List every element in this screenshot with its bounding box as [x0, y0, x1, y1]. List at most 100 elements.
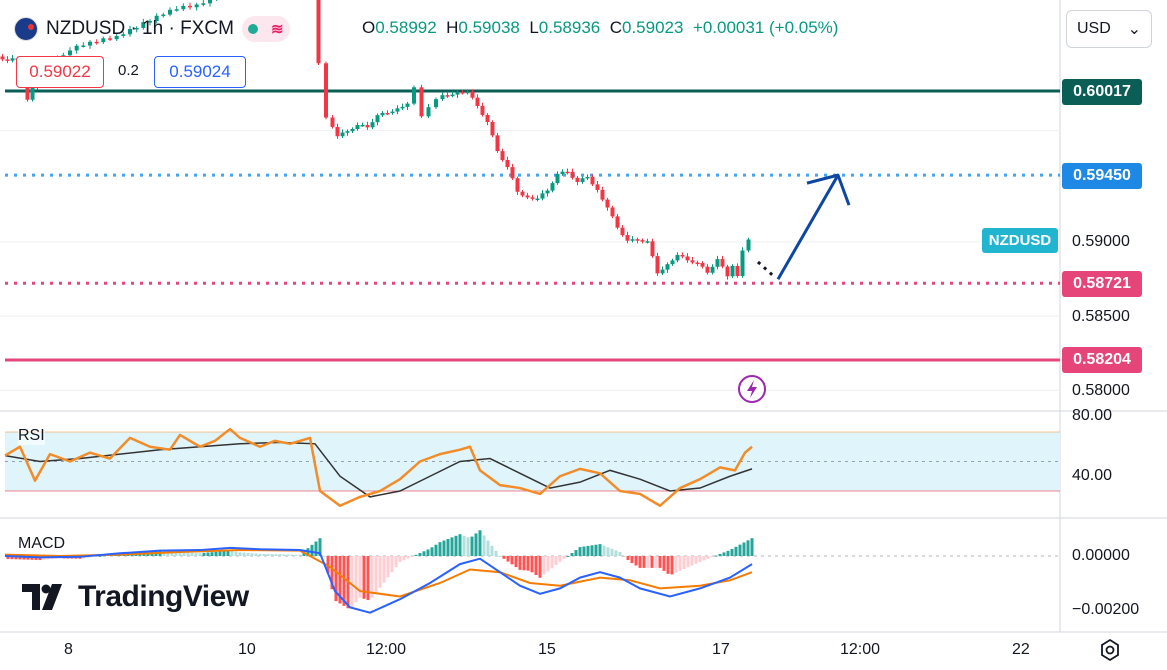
macd-histogram-bar	[542, 556, 546, 575]
candle-body	[635, 239, 640, 241]
macd-histogram-bar	[202, 552, 206, 556]
candle-body	[575, 177, 580, 182]
candle-body	[455, 92, 460, 95]
macd-histogram-bar	[14, 556, 18, 560]
macd-histogram-bar	[726, 550, 730, 556]
candle-body	[154, 15, 159, 22]
macd-histogram-bar	[502, 556, 506, 559]
candle-body	[426, 107, 431, 117]
macd-histogram-bar	[94, 556, 98, 557]
candle-body	[114, 35, 119, 40]
macd-histogram-bar	[294, 554, 298, 556]
macd-histogram-bar	[422, 551, 426, 556]
chevron-down-icon: ⌄	[1127, 21, 1141, 38]
macd-histogram-bar	[266, 554, 270, 556]
macd-histogram-bar	[206, 552, 210, 556]
macd-histogram-bar	[286, 554, 290, 556]
candle-body	[660, 269, 665, 274]
macd-histogram-bar	[210, 552, 214, 556]
last-price-symbol-tag: NZDUSD	[982, 228, 1058, 253]
rsi-label[interactable]: RSI	[18, 427, 45, 445]
x-tick-label: 12:00	[366, 641, 407, 658]
candle-body	[705, 266, 710, 273]
lightning-event-icon[interactable]	[737, 374, 767, 404]
candle-body	[690, 260, 695, 263]
macd-histogram-bar	[666, 556, 670, 574]
macd-histogram-bar	[602, 545, 606, 556]
settings-gear-icon[interactable]	[1098, 638, 1122, 662]
macd-histogram-bar	[390, 556, 394, 573]
candle-body	[201, 3, 206, 5]
macd-line	[4, 546, 753, 614]
candle-body	[585, 176, 590, 179]
resistance-price-tag: 0.60017	[1062, 79, 1142, 105]
candle-body	[675, 254, 680, 261]
macd-histogram-bar	[522, 556, 526, 571]
macd-histogram-bar	[314, 541, 318, 556]
macd-histogram-bar	[714, 555, 718, 557]
macd-histogram-bar	[174, 552, 178, 556]
candle-body	[535, 198, 540, 201]
macd-histogram-bar	[638, 556, 642, 568]
macd-histogram-bar	[582, 546, 586, 556]
macd-histogram-bar	[334, 556, 338, 602]
macd-histogram-bar	[554, 556, 558, 566]
candle-body	[470, 91, 475, 98]
macd-histogram-bar	[538, 556, 542, 578]
macd-histogram-bar	[474, 533, 478, 556]
buy-button[interactable]: 0.59024	[154, 56, 246, 88]
candle-body	[595, 184, 600, 190]
market-status-badge[interactable]: ≋	[241, 16, 290, 42]
candle-body	[605, 199, 610, 208]
sell-button[interactable]: 0.59022	[16, 56, 104, 88]
candle-body	[545, 190, 550, 194]
candle-body	[475, 97, 480, 106]
candle-body	[560, 171, 565, 174]
macd-histogram-bar	[574, 550, 578, 556]
symbol-title[interactable]: NZDUSD · 1h · FXCM	[46, 18, 234, 39]
open-value: 0.58992	[375, 18, 437, 37]
macd-histogram-bar	[662, 556, 666, 571]
macd-histogram-bar	[278, 554, 282, 556]
macd-histogram-bar	[510, 556, 514, 565]
macd-histogram-bar	[658, 556, 662, 568]
candle-body	[665, 264, 670, 270]
candle-body	[419, 87, 424, 117]
low-value: 0.58936	[538, 18, 601, 37]
market-open-icon	[248, 24, 259, 34]
macd-histogram-bar	[222, 551, 226, 556]
macd-histogram-bar	[590, 545, 594, 556]
macd-histogram-bar	[238, 552, 242, 556]
macd-histogram-bar	[370, 556, 374, 598]
macd-histogram-bar	[398, 556, 402, 562]
macd-histogram-bar	[670, 556, 674, 575]
macd-histogram-bar	[650, 556, 654, 568]
candle-body	[400, 106, 405, 109]
macd-histogram-bar	[6, 556, 10, 560]
macd-label[interactable]: MACD	[18, 535, 66, 553]
candle-body	[715, 259, 720, 267]
forecast-arrow-shaft	[776, 174, 840, 281]
candle-body	[565, 171, 570, 174]
candle-body	[412, 87, 416, 104]
currency-select[interactable]: USD ⌄	[1066, 10, 1152, 48]
chart-header: NZDUSD · 1h · FXCM ≋	[14, 14, 290, 44]
macd-histogram-bar	[710, 556, 714, 558]
candle-body	[505, 159, 510, 168]
macd-histogram-bar	[518, 556, 522, 570]
macd-histogram-bar	[258, 553, 262, 556]
candle-body	[108, 38, 112, 40]
candle-body	[355, 124, 360, 129]
macd-histogram-bar	[598, 544, 602, 556]
candle-body	[740, 250, 745, 277]
macd-histogram-bar	[442, 540, 446, 556]
candle-body	[188, 5, 192, 8]
tradingview-logo-icon	[22, 584, 62, 610]
macd-histogram-bar	[242, 552, 246, 556]
macd-histogram-bar	[270, 554, 274, 556]
rsi-ma-line	[4, 441, 753, 498]
macd-histogram-bar	[478, 530, 482, 556]
macd-histogram-bar	[718, 554, 722, 556]
